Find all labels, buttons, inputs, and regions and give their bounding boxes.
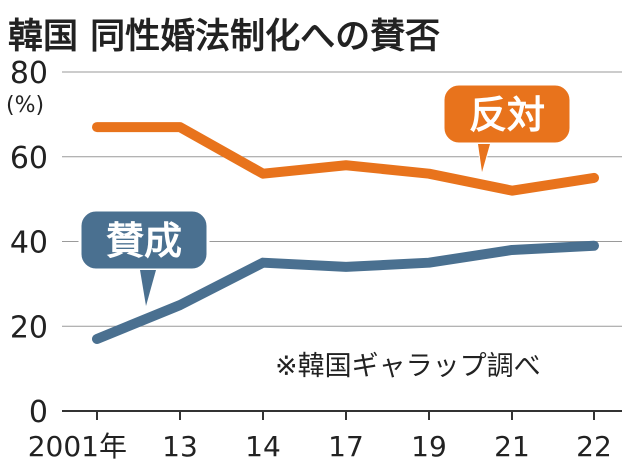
- y-tick-label: 0: [29, 395, 48, 430]
- x-tick-label: 14: [245, 430, 281, 463]
- series-label-bubble-0: 反対: [441, 82, 573, 173]
- y-axis-ticks: 0 20 40 60 80: [10, 56, 48, 430]
- series-label-bubble-1: 賛成: [78, 208, 210, 307]
- x-axis-ticks: 2001年 13 14 17 19 21 22: [28, 411, 612, 463]
- x-tick-label: 13: [162, 430, 198, 463]
- source-note: ※韓国ギャラップ調べ: [275, 351, 541, 382]
- chart-title: 韓国 同性婚法制化への賛否: [8, 17, 440, 57]
- y-tick-label: 60: [10, 141, 48, 176]
- bubble-tail-fill: [140, 270, 156, 306]
- x-tick-label: 22: [576, 430, 612, 463]
- y-tick-label: 20: [10, 310, 48, 345]
- series-lines: [92, 122, 599, 344]
- bubble-body: [441, 82, 573, 146]
- y-axis-unit-label: (%): [6, 93, 44, 118]
- x-tick-label: 2001年: [28, 430, 127, 463]
- x-tick-label: 21: [494, 430, 530, 463]
- y-tick-label: 40: [10, 226, 48, 261]
- y-tick-label: 80: [10, 56, 48, 91]
- x-tick-label: 19: [411, 430, 447, 463]
- bubble-tail-fill: [478, 144, 490, 172]
- series-name-label: 賛成: [106, 219, 182, 263]
- x-tick-label: 17: [328, 430, 364, 463]
- series-name-label: 反対: [469, 93, 545, 137]
